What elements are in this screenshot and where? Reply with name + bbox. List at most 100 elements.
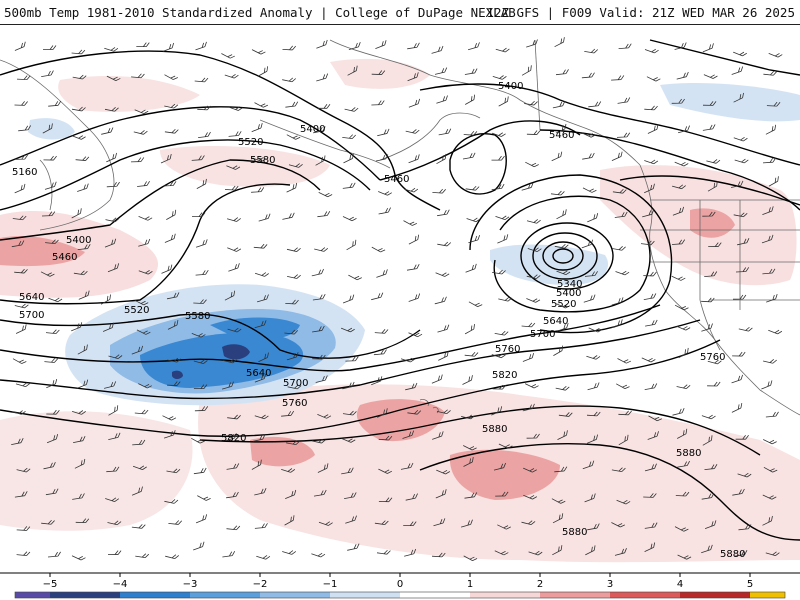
wind-barb [138, 238, 151, 247]
wind-barb [521, 322, 536, 328]
contour-label: 5820 [221, 433, 246, 444]
colorbar-tick-label: −5 [43, 579, 58, 590]
wind-barb [616, 132, 631, 138]
contour-line [0, 319, 701, 400]
wind-barb [555, 123, 567, 134]
wind-barb [72, 493, 85, 500]
wind-barb [14, 268, 28, 274]
wind-barb [408, 332, 423, 338]
contour-label: 5880 [482, 424, 507, 435]
wind-barb [312, 294, 326, 301]
wind-barb [11, 240, 25, 248]
contour-line [419, 83, 800, 166]
wind-barb [701, 414, 716, 420]
wind-barb [136, 329, 151, 335]
wind-barb [108, 432, 121, 440]
colorbar-segment [750, 592, 785, 598]
wind-barb [193, 541, 205, 551]
wind-barb [551, 151, 563, 162]
wind-barb [738, 524, 752, 531]
wind-barb [614, 211, 628, 218]
wind-barb [226, 463, 240, 470]
wind-barb [527, 247, 542, 252]
wind-barb [45, 329, 60, 335]
contour-label: 5700 [530, 329, 555, 340]
wind-barb [461, 414, 475, 420]
wind-barb [408, 154, 420, 164]
wind-barb [437, 209, 450, 217]
wind-barb [408, 293, 421, 302]
wind-barb [284, 515, 295, 526]
wind-barb [106, 181, 120, 188]
wind-barb [281, 468, 296, 473]
wind-barb [495, 215, 510, 221]
wind-barb [316, 39, 328, 49]
wind-barb [376, 269, 388, 278]
wind-barb [554, 37, 565, 48]
wind-barb [228, 263, 240, 272]
wind-barb [672, 408, 685, 416]
wind-barbs [11, 37, 783, 561]
wind-barb [676, 325, 691, 331]
coastline [39, 159, 53, 211]
wind-barb [584, 271, 598, 277]
wind-barb [71, 49, 86, 55]
wind-barb [704, 520, 717, 529]
wind-barb [47, 551, 61, 558]
contour-label: 5460 [384, 174, 409, 185]
contour-label: 5700 [19, 310, 44, 321]
wind-barb [584, 48, 599, 54]
wind-barb [14, 491, 28, 498]
wind-barb [463, 130, 478, 136]
wind-barb [612, 188, 627, 194]
wind-barb [497, 524, 511, 530]
wind-barb [164, 233, 176, 243]
wind-barb [227, 247, 242, 252]
wind-barb [763, 359, 777, 364]
wind-barb [587, 213, 599, 223]
wind-barb [707, 181, 718, 192]
contour-line [0, 339, 721, 437]
wind-barb [313, 489, 327, 497]
wind-barb [731, 66, 744, 75]
contour-line [520, 222, 614, 290]
colorbar-segment [680, 592, 750, 598]
wind-barb [197, 105, 211, 111]
wind-barb [193, 359, 208, 364]
wind-barb [253, 243, 268, 249]
contour-line [0, 313, 421, 359]
wind-barb [611, 151, 623, 161]
wind-barb [732, 351, 746, 357]
wind-barb [583, 294, 596, 303]
wind-barb [521, 65, 532, 76]
wind-barb [671, 184, 686, 190]
wind-barb [373, 349, 387, 356]
wind-barb [762, 157, 777, 164]
wind-barb [762, 268, 776, 275]
wind-barb [407, 72, 419, 82]
wind-barb [732, 488, 745, 496]
colorbar-tick-label: −2 [253, 579, 268, 590]
wind-barb [71, 322, 83, 332]
wind-barb [463, 456, 474, 467]
wind-barb [678, 347, 689, 359]
wind-barb [311, 552, 326, 558]
wind-barb [195, 514, 208, 524]
wind-barb [193, 299, 207, 304]
wind-barb [285, 101, 299, 108]
wind-barb [493, 462, 507, 471]
wind-barb [762, 515, 773, 526]
wind-barb [524, 383, 539, 389]
wind-barb [341, 438, 356, 443]
wind-barb [617, 97, 631, 104]
contour-label: 5640 [246, 368, 271, 379]
warm-anomaly-region [356, 399, 445, 442]
wind-barb [104, 47, 119, 52]
height-contours [0, 39, 800, 541]
anomaly-shading [0, 58, 800, 563]
wind-barb [313, 126, 326, 134]
wind-barb [494, 550, 509, 556]
wind-barb [522, 403, 535, 412]
wind-barb [378, 468, 393, 474]
wind-barb [104, 238, 117, 248]
